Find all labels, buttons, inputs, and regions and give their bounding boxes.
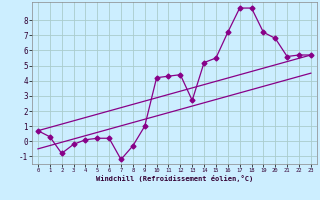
X-axis label: Windchill (Refroidissement éolien,°C): Windchill (Refroidissement éolien,°C) xyxy=(96,175,253,182)
